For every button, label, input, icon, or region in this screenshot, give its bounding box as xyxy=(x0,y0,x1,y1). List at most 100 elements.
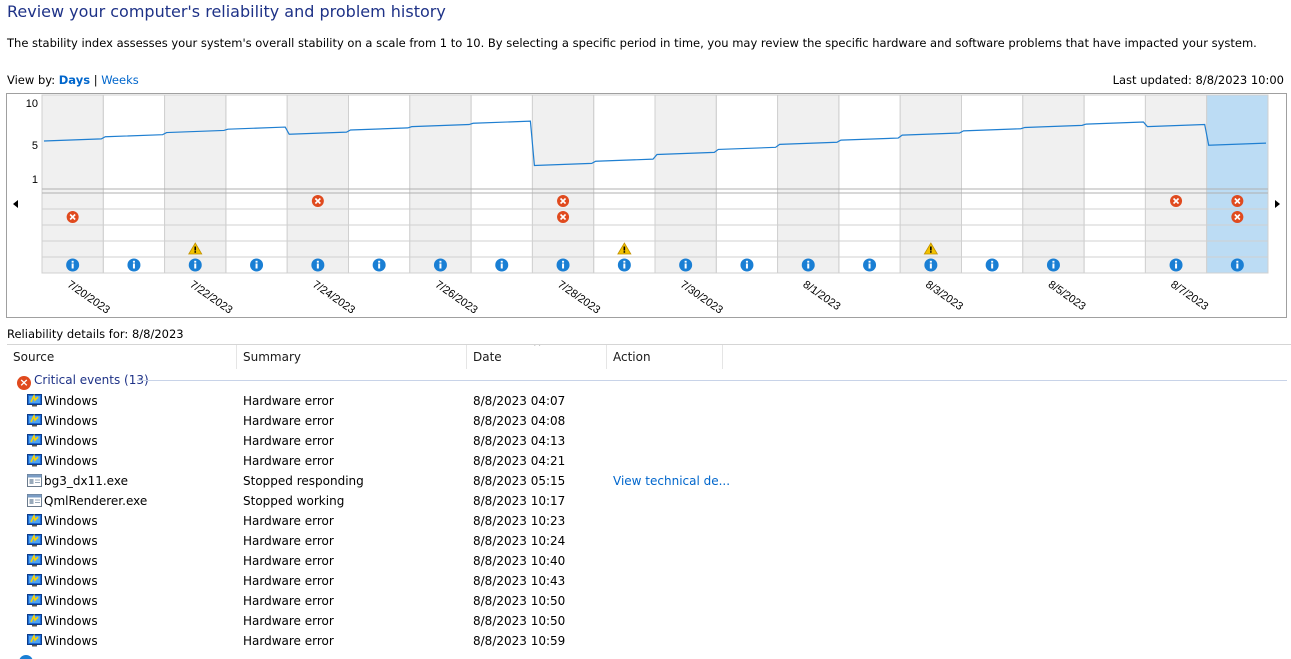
information-icon-bar xyxy=(929,263,932,269)
row-date: 8/8/2023 04:21 xyxy=(473,454,566,468)
view-by: View by: Days | Weeks xyxy=(7,73,139,87)
critical-error-icon-x xyxy=(1234,197,1241,205)
information-icon-dot xyxy=(623,260,626,263)
row-source-label: bg3_dx11.exe xyxy=(44,474,128,488)
row-summary: Hardware error xyxy=(243,394,334,408)
day-column[interactable] xyxy=(838,94,901,274)
windows-icon xyxy=(27,454,42,467)
critical-error-icon-x xyxy=(559,197,567,205)
column-source[interactable]: Source xyxy=(7,345,237,369)
information-icon-bar xyxy=(255,263,258,269)
row-source: Windows xyxy=(27,611,98,631)
x-tick-label: 8/7/2023 xyxy=(1168,279,1210,313)
information-icon-dot xyxy=(868,260,871,263)
row-source-label: QmlRenderer.exe xyxy=(44,494,148,508)
table-row[interactable]: Windows Hardware error 8/8/2023 04:07 xyxy=(7,391,1291,411)
day-column[interactable] xyxy=(225,94,288,274)
table-row[interactable]: bg3_dx11.exe Stopped responding 8/8/2023 0… xyxy=(7,471,1291,491)
reliability-chart-svg[interactable]: 10 5 1 7/20/2023 7/22/2023 7/24/2023 7/26/2023… xyxy=(7,94,1286,317)
day-column[interactable] xyxy=(409,94,472,274)
column-action[interactable]: Action xyxy=(607,345,723,369)
windows-icon xyxy=(27,634,42,647)
group-label: Critical events (13) xyxy=(34,373,149,387)
row-source-label: Windows xyxy=(44,454,98,468)
table-row[interactable]: QmlRenderer.exe Stopped working 8/8/2023 1… xyxy=(7,491,1291,511)
y-tick-label: 10 xyxy=(26,98,38,110)
scroll-right-arrow-icon[interactable] xyxy=(1275,200,1280,208)
row-action-link[interactable]: View technical de... xyxy=(613,474,731,488)
row-source-label: Windows xyxy=(44,434,98,448)
information-icon-dot xyxy=(194,260,197,263)
table-row[interactable]: Windows Hardware error 8/8/2023 10:59 xyxy=(7,631,1291,651)
information-icon-bar xyxy=(132,263,135,269)
information-icon-dot xyxy=(929,260,932,263)
group-divider xyxy=(137,380,1287,381)
view-days-link[interactable]: Days xyxy=(58,73,91,87)
day-column[interactable] xyxy=(1022,94,1085,274)
table-row[interactable]: Windows Hardware error 8/8/2023 04:21 xyxy=(7,451,1291,471)
row-date: 8/8/2023 04:08 xyxy=(473,414,566,428)
day-column[interactable] xyxy=(961,94,1024,274)
row-summary: Hardware error xyxy=(243,414,334,428)
day-column[interactable] xyxy=(777,94,840,274)
information-icon-dot xyxy=(991,260,994,263)
table-row[interactable]: Windows Hardware error 8/8/2023 04:13 xyxy=(7,431,1291,451)
information-icon-bar xyxy=(439,263,442,269)
table-row[interactable]: Windows Hardware error 8/8/2023 10:40 xyxy=(7,551,1291,571)
critical-events-group[interactable]: × Critical events (13) xyxy=(17,371,149,390)
row-source-label: Windows xyxy=(44,574,98,588)
row-date: 8/8/2023 10:17 xyxy=(473,494,566,508)
view-weeks-link[interactable]: Weeks xyxy=(101,73,139,87)
day-column[interactable] xyxy=(1144,94,1208,274)
row-date: 8/8/2023 10:50 xyxy=(473,594,566,608)
windows-icon xyxy=(27,614,42,627)
scroll-left-arrow-icon[interactable] xyxy=(13,200,18,208)
column-summary[interactable]: Summary xyxy=(237,345,467,369)
day-column[interactable] xyxy=(531,94,595,274)
day-column[interactable] xyxy=(654,94,717,274)
information-icon-dot xyxy=(1236,260,1239,263)
critical-error-icon: × xyxy=(17,376,31,390)
information-icon-dot xyxy=(71,260,74,263)
windows-icon xyxy=(27,514,42,527)
row-summary: Hardware error xyxy=(243,634,334,648)
day-column[interactable] xyxy=(286,94,350,274)
day-column[interactable] xyxy=(41,94,104,274)
information-icon-dot xyxy=(378,260,381,263)
windows-icon xyxy=(27,394,42,407)
warning-icon-dot xyxy=(194,251,197,253)
information-icon-dot xyxy=(807,260,810,263)
table-row[interactable]: Windows Hardware error 8/8/2023 10:50 xyxy=(7,611,1291,631)
row-date: 8/8/2023 05:15 xyxy=(473,474,566,488)
x-tick-label: 7/24/2023 xyxy=(310,279,357,317)
reliability-chart[interactable]: 10 5 1 7/20/2023 7/22/2023 7/24/2023 7/26/2023… xyxy=(6,93,1287,318)
information-icon-dot xyxy=(745,260,748,263)
row-date: 8/8/2023 10:40 xyxy=(473,554,566,568)
application-icon xyxy=(27,474,42,487)
row-source: Windows xyxy=(27,531,98,551)
row-source: Windows xyxy=(27,591,98,611)
row-source-label: Windows xyxy=(44,594,98,608)
details-label: Reliability details for: 8/8/2023 xyxy=(7,327,184,341)
row-summary: Stopped working xyxy=(243,494,345,508)
windows-icon xyxy=(27,554,42,567)
information-icon-dot xyxy=(255,260,258,263)
row-source: Windows xyxy=(27,631,98,651)
table-row[interactable]: Windows Hardware error 8/8/2023 10:43 xyxy=(7,571,1291,591)
day-column[interactable] xyxy=(348,94,411,274)
details-table[interactable]: Source Summary Date Action ^ × Critical e… xyxy=(7,344,1291,659)
table-row[interactable]: Windows Hardware error 8/8/2023 04:08 xyxy=(7,411,1291,431)
day-column[interactable] xyxy=(715,94,779,274)
last-updated: Last updated: 8/8/2023 10:00 xyxy=(1112,73,1284,87)
day-column[interactable] xyxy=(1206,94,1269,274)
row-summary: Hardware error xyxy=(243,454,334,468)
row-source-label: Windows xyxy=(44,414,98,428)
column-date[interactable]: Date xyxy=(467,345,607,369)
information-icon-bar xyxy=(868,263,871,269)
table-row[interactable]: Windows Hardware error 8/8/2023 10:24 xyxy=(7,531,1291,551)
table-row[interactable]: Windows Hardware error 8/8/2023 10:23 xyxy=(7,511,1291,531)
day-column[interactable] xyxy=(102,94,166,274)
table-row[interactable]: Windows Hardware error 8/8/2023 10:50 xyxy=(7,591,1291,611)
warning-icon-mark xyxy=(930,246,932,251)
information-icon-dot xyxy=(316,260,319,263)
